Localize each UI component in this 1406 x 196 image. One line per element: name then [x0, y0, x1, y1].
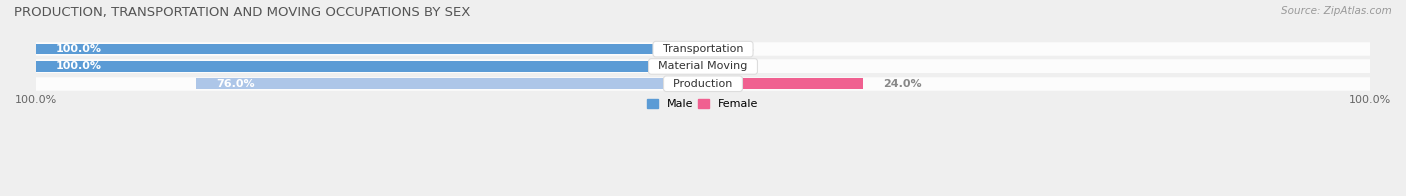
Text: Material Moving: Material Moving	[651, 61, 755, 71]
Text: 100.0%: 100.0%	[56, 61, 103, 71]
Bar	[37, 60, 1369, 73]
Bar	[37, 78, 1369, 90]
Text: 0.0%: 0.0%	[723, 44, 754, 54]
Text: PRODUCTION, TRANSPORTATION AND MOVING OCCUPATIONS BY SEX: PRODUCTION, TRANSPORTATION AND MOVING OC…	[14, 6, 471, 19]
Text: 100.0%: 100.0%	[56, 44, 103, 54]
Text: Transportation: Transportation	[655, 44, 751, 54]
Text: 0.0%: 0.0%	[723, 61, 754, 71]
Bar	[37, 59, 1369, 74]
Bar	[197, 78, 703, 89]
Bar	[37, 43, 1369, 55]
Legend: Male, Female: Male, Female	[643, 94, 763, 114]
Bar	[703, 78, 863, 89]
Bar	[37, 61, 703, 72]
Text: 76.0%: 76.0%	[217, 79, 254, 89]
Text: Source: ZipAtlas.com: Source: ZipAtlas.com	[1281, 6, 1392, 16]
Text: Production: Production	[666, 79, 740, 89]
Bar	[37, 42, 1369, 56]
Bar	[37, 44, 703, 54]
Bar	[37, 77, 1369, 91]
Text: 24.0%: 24.0%	[883, 79, 922, 89]
